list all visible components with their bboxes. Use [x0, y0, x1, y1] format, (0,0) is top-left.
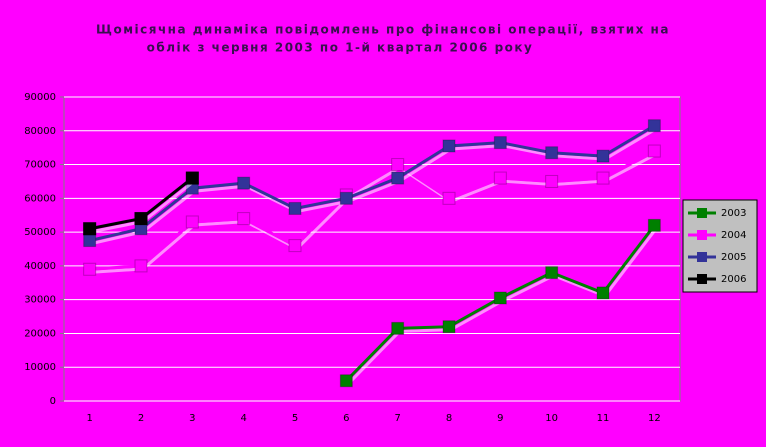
x-tick-label: 5	[292, 413, 298, 424]
legend-marker	[697, 208, 707, 218]
marker	[545, 146, 559, 160]
marker	[442, 191, 456, 205]
y-tick-label: 90000	[24, 92, 56, 103]
y-tick-label: 40000	[24, 261, 56, 272]
y-tick-label: 50000	[24, 227, 56, 238]
x-tick-label: 8	[446, 413, 452, 424]
marker	[647, 218, 661, 232]
marker	[134, 212, 148, 226]
y-tick-label: 20000	[24, 328, 56, 339]
marker	[339, 374, 353, 388]
marker	[391, 171, 405, 185]
marker	[493, 171, 507, 185]
marker	[647, 144, 661, 158]
y-tick-label: 80000	[24, 126, 56, 137]
marker	[442, 320, 456, 334]
marker	[83, 222, 97, 236]
marker	[442, 139, 456, 153]
marker	[134, 259, 148, 273]
marker	[185, 171, 199, 185]
series-shadow	[91, 127, 658, 246]
chart-title: облік з червня 2003 по 1-й квартал 2006 …	[147, 41, 534, 55]
marker	[647, 119, 661, 133]
x-tick-label: 2	[138, 413, 144, 424]
marker	[545, 266, 559, 280]
x-tick-label: 12	[648, 413, 661, 424]
marker	[596, 149, 610, 163]
marker	[596, 286, 610, 300]
x-tick-label: 6	[343, 413, 349, 424]
x-tick-label: 3	[189, 413, 195, 424]
y-tick-label: 30000	[24, 295, 56, 306]
x-tick-label: 7	[394, 413, 400, 424]
legend-marker	[697, 252, 707, 262]
legend-label: 2004	[721, 230, 746, 241]
y-tick-label: 10000	[24, 362, 56, 373]
legend-label: 2005	[721, 252, 746, 263]
marker	[391, 321, 405, 335]
legend-label: 2006	[721, 274, 746, 285]
marker	[596, 171, 610, 185]
marker	[545, 174, 559, 188]
marker	[288, 201, 302, 215]
x-tick-label: 11	[597, 413, 610, 424]
legend-marker	[697, 274, 707, 284]
x-tick-label: 9	[497, 413, 503, 424]
x-tick-label: 1	[86, 413, 92, 424]
series-line	[89, 149, 656, 271]
series-line	[89, 124, 656, 243]
marker	[185, 215, 199, 229]
marker	[237, 212, 251, 226]
chart-title: Щомісячна динаміка повідомлень про фінан…	[96, 23, 670, 37]
legend-label: 2003	[721, 208, 746, 219]
x-tick-label: 10	[545, 413, 558, 424]
marker	[237, 176, 251, 190]
marker	[339, 191, 353, 205]
y-tick-label: 0	[50, 396, 56, 407]
marker	[288, 239, 302, 253]
marker	[83, 262, 97, 276]
series-shadow	[91, 152, 658, 274]
legend-marker	[697, 230, 707, 240]
marker	[493, 136, 507, 150]
marker	[493, 291, 507, 305]
marker	[83, 234, 97, 248]
marker	[391, 158, 405, 172]
legend	[682, 199, 758, 293]
y-tick-label: 60000	[24, 193, 56, 204]
y-tick-label: 70000	[24, 160, 56, 171]
x-tick-label: 4	[240, 413, 246, 424]
